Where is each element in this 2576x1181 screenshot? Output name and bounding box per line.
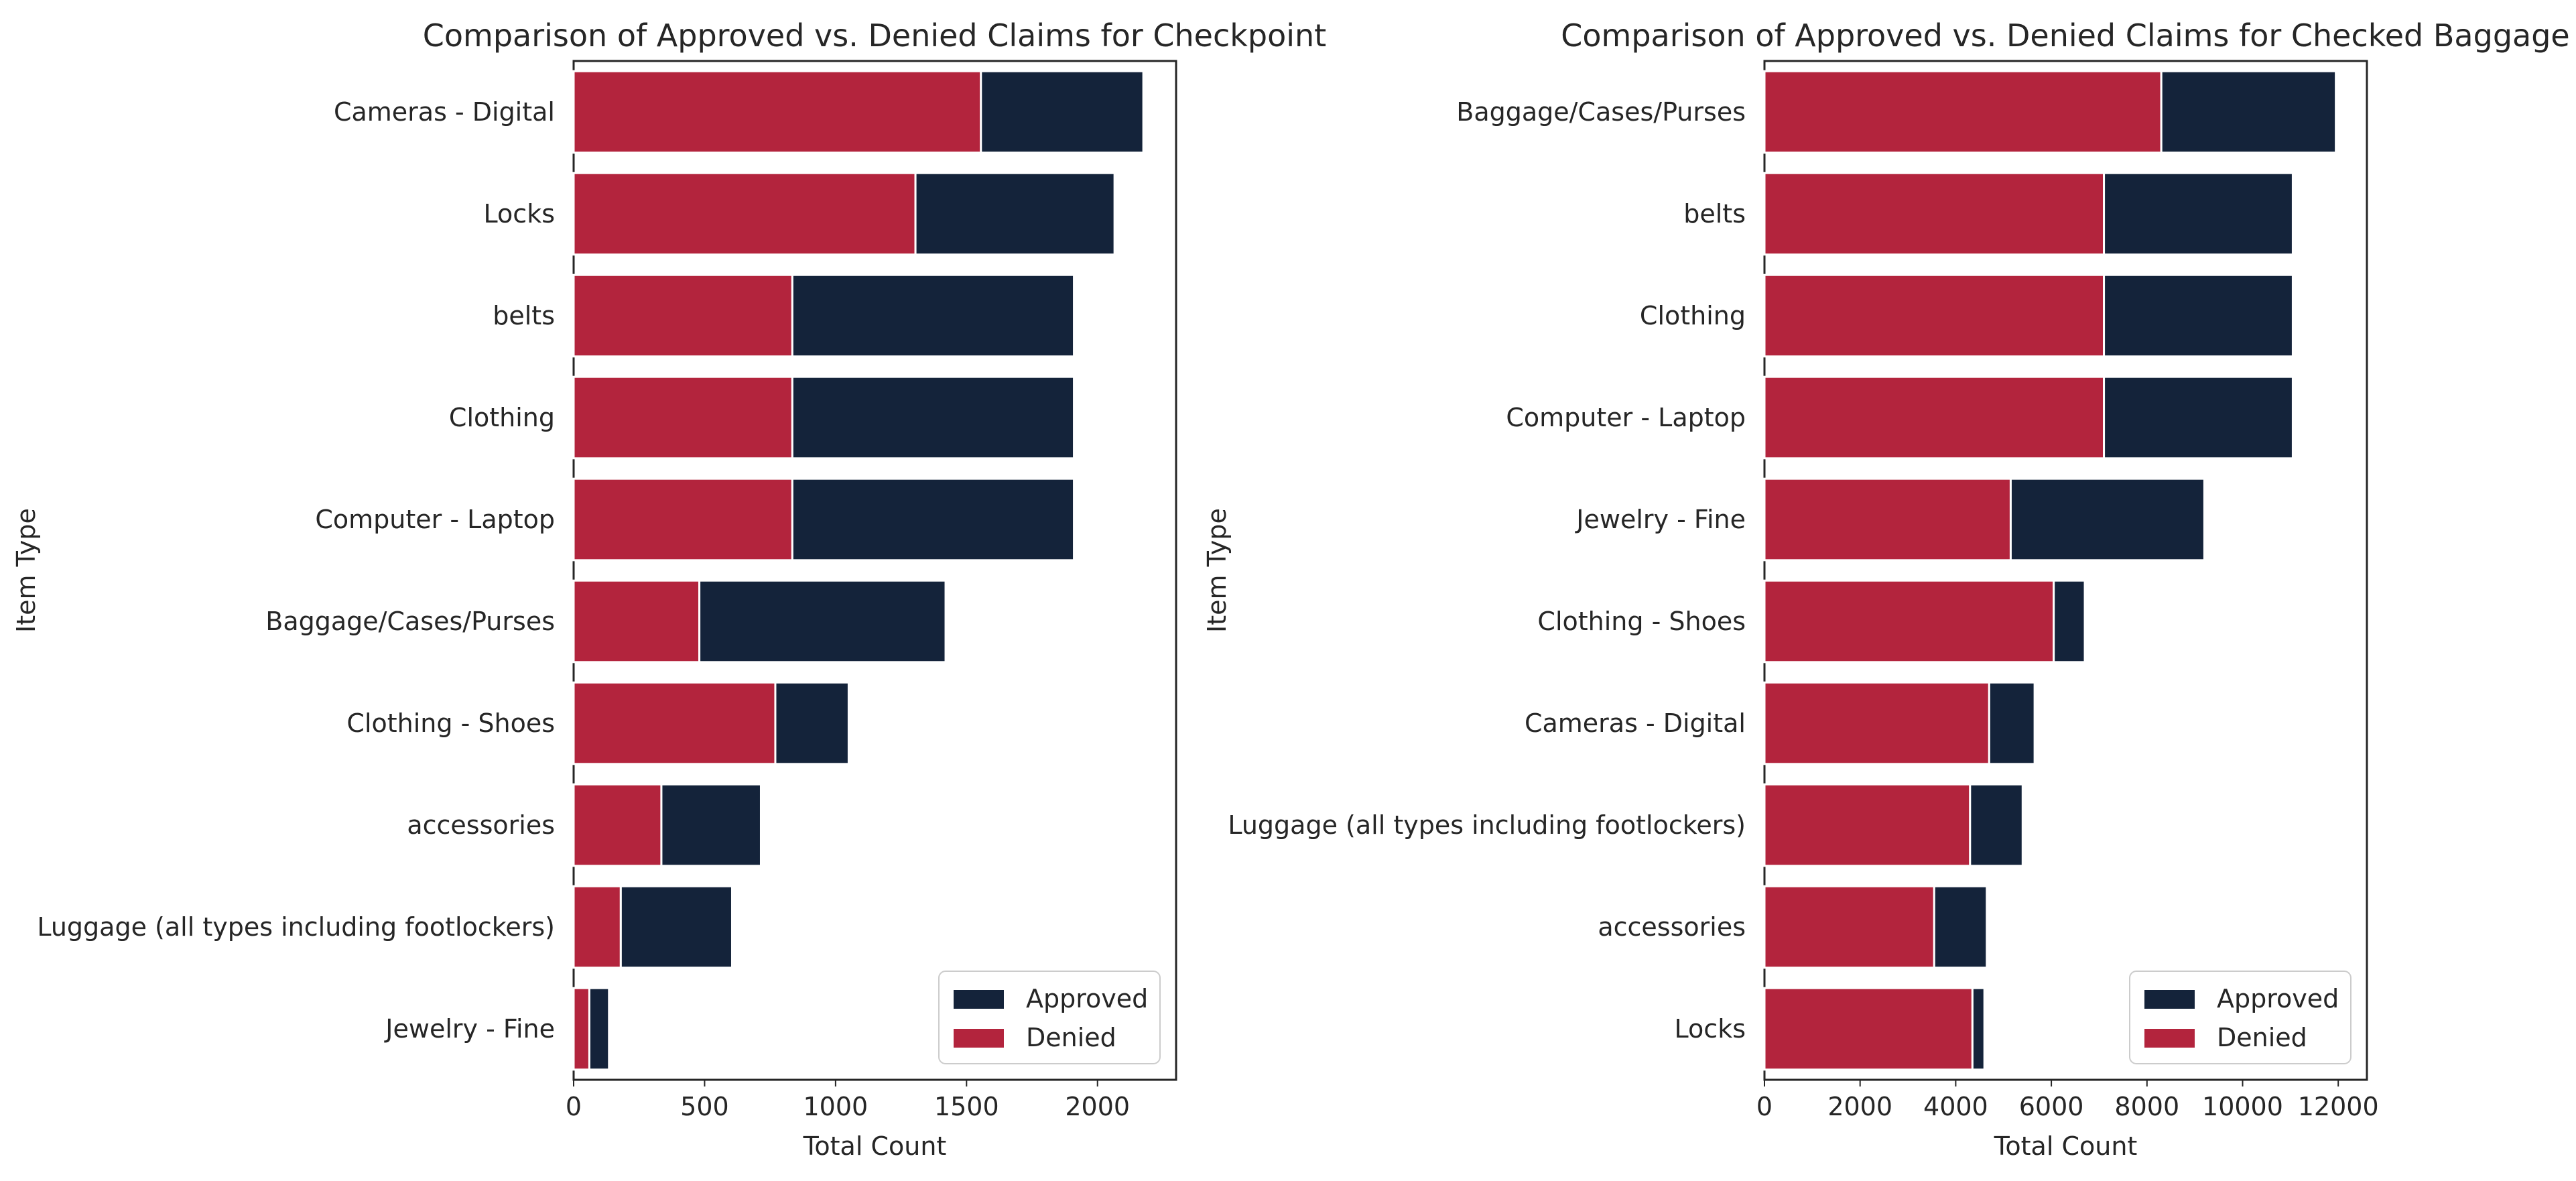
y-tick-label: accessories (1598, 912, 1746, 942)
bar-approved-computer-laptop (791, 477, 1076, 562)
x-tick-label: 1500 (934, 1092, 999, 1121)
plot-frame (572, 60, 1177, 1081)
bar-approved-luggage-all-types-including-footlockers (1969, 783, 2024, 867)
legend-swatch-denied (2144, 1029, 2195, 1048)
bar-denied-baggage-cases-purses (1763, 70, 2163, 154)
x-axis-label: Total Count (803, 1131, 947, 1161)
legend-swatch-approved (954, 990, 1004, 1009)
bar-approved-cameras-digital (980, 70, 1145, 154)
bar-approved-locks (914, 172, 1116, 256)
bar-approved-accessories (660, 783, 762, 867)
y-tick-label: Locks (1675, 1014, 1746, 1044)
y-tick-label: Clothing - Shoes (346, 708, 555, 738)
bar-denied-clothing-shoes (572, 681, 777, 765)
y-tick-label: accessories (407, 810, 555, 840)
chart-panel-2: Comparison of Approved vs. Denied Claims… (1202, 17, 2570, 1161)
x-tick-label: 12000 (2298, 1092, 2379, 1121)
x-tick-label: 2000 (1827, 1092, 1892, 1121)
bar-denied-locks (1763, 987, 1974, 1071)
bar-denied-baggage-cases-purses (572, 579, 701, 664)
y-tick-label: Baggage/Cases/Purses (265, 607, 555, 636)
chart-panel-1: Comparison of Approved vs. Denied Claims… (11, 17, 1326, 1161)
bar-denied-luggage-all-types-including-footlockers (1763, 783, 1972, 867)
legend-label-denied: Denied (1026, 1023, 1116, 1052)
legend-swatch-approved (2144, 990, 2195, 1009)
y-tick-label: Computer - Laptop (1506, 403, 1746, 432)
x-tick-label: 1000 (803, 1092, 868, 1121)
y-axis-label: Item Type (11, 508, 41, 633)
legend-label-approved: Approved (2217, 984, 2339, 1013)
bar-denied-computer-laptop (1763, 375, 2106, 460)
x-tick-label: 0 (1756, 1092, 1773, 1121)
y-tick-label: Cameras - Digital (1525, 708, 1746, 738)
y-tick-label: belts (1683, 199, 1746, 229)
bar-approved-jewelry-fine (2009, 477, 2205, 562)
y-tick-label: belts (493, 301, 555, 330)
bar-approved-belts (2103, 172, 2294, 256)
x-tick-label: 10000 (2202, 1092, 2283, 1121)
y-tick-label: Luggage (all types including footlockers… (37, 912, 555, 942)
bar-denied-belts (1763, 172, 2106, 256)
bar-denied-computer-laptop (572, 477, 793, 562)
bar-approved-clothing-shoes (2053, 579, 2086, 664)
bar-denied-cameras-digital (1763, 681, 1990, 765)
bar-approved-belts (791, 273, 1076, 358)
chart-title: Comparison of Approved vs. Denied Claims… (423, 17, 1326, 54)
x-tick-label: 6000 (2019, 1092, 2084, 1121)
x-tick-label: 2000 (1065, 1092, 1130, 1121)
x-tick-label: 500 (680, 1092, 729, 1121)
x-tick-label: 0 (566, 1092, 582, 1121)
bar-denied-clothing-shoes (1763, 579, 2055, 664)
bar-denied-cameras-digital (572, 70, 982, 154)
y-tick-label: Cameras - Digital (334, 97, 555, 127)
bar-approved-clothing (791, 375, 1076, 460)
bar-approved-locks (1971, 987, 1986, 1071)
x-axis-label: Total Count (1994, 1131, 2138, 1161)
bar-denied-jewelry-fine (1763, 477, 2012, 562)
y-axis-label: Item Type (1202, 508, 1232, 633)
bar-denied-clothing (572, 375, 793, 460)
y-tick-label: Clothing (1640, 301, 1746, 330)
legend-swatch-denied (954, 1029, 1004, 1048)
bar-approved-accessories (1933, 885, 1988, 969)
chart-title: Comparison of Approved vs. Denied Claims… (1561, 17, 2569, 54)
y-tick-label: Clothing - Shoes (1537, 607, 1746, 636)
y-tick-label: Luggage (all types including footlockers… (1228, 810, 1746, 840)
y-tick-label: Computer - Laptop (315, 505, 555, 534)
bar-approved-jewelry-fine (588, 987, 610, 1071)
bar-denied-clothing (1763, 273, 2106, 358)
y-tick-label: Locks (484, 199, 555, 229)
x-tick-label: 4000 (1923, 1092, 1988, 1121)
bar-denied-accessories (1763, 885, 1935, 969)
legend-label-denied: Denied (2217, 1023, 2307, 1052)
y-tick-label: Jewelry - Fine (384, 1014, 555, 1044)
y-tick-label: Jewelry - Fine (1575, 505, 1746, 534)
y-tick-label: Baggage/Cases/Purses (1456, 97, 1746, 127)
bar-approved-baggage-cases-purses (2160, 70, 2337, 154)
bar-denied-accessories (572, 783, 663, 867)
bar-denied-jewelry-fine (572, 987, 590, 1071)
bar-approved-clothing (2103, 273, 2294, 358)
legend-label-approved: Approved (1026, 984, 1148, 1013)
bar-denied-luggage-all-types-including-footlockers (572, 885, 622, 969)
x-tick-label: 8000 (2114, 1092, 2179, 1121)
y-tick-label: Clothing (449, 403, 555, 432)
bar-approved-cameras-digital (1988, 681, 2036, 765)
bar-approved-baggage-cases-purses (698, 579, 947, 664)
bar-denied-locks (572, 172, 917, 256)
bar-approved-clothing-shoes (774, 681, 850, 765)
bar-denied-belts (572, 273, 793, 358)
bar-approved-computer-laptop (2103, 375, 2294, 460)
plot-frame (1763, 60, 2368, 1081)
bar-approved-luggage-all-types-including-footlockers (619, 885, 733, 969)
